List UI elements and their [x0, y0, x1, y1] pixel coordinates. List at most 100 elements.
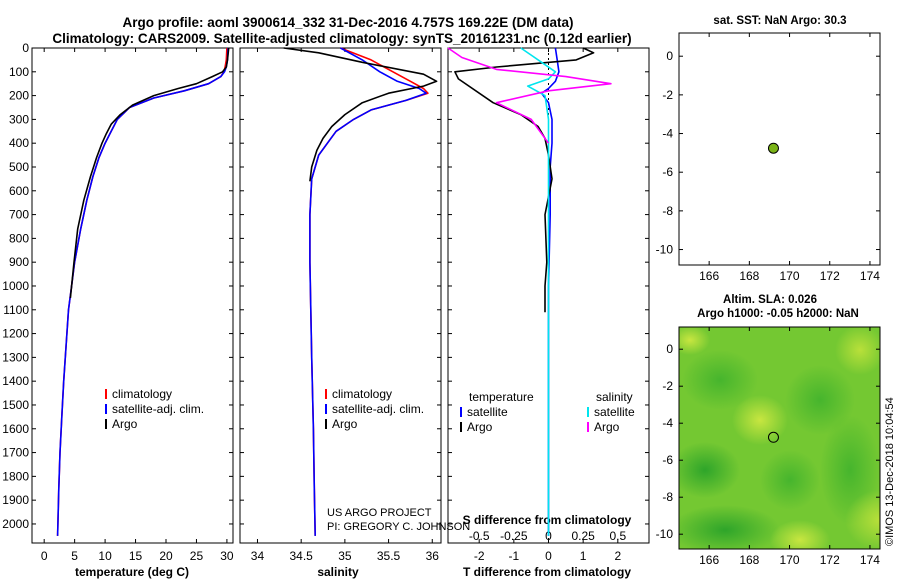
salinity-axis-label: salinity — [317, 565, 359, 579]
series-line-argo — [69, 47, 230, 298]
depth-tick-label: 2000 — [2, 517, 29, 531]
series-line-argo — [283, 47, 438, 182]
legend-label: Argo — [467, 420, 493, 434]
map-x-tick-label: 174 — [860, 269, 880, 283]
s-diff-tick-label: -0.5 — [469, 529, 490, 543]
sla-title: Altim. SLA: 0.026 — [723, 294, 817, 306]
x-tick-label: 35.5 — [377, 549, 401, 563]
map-x-tick-label: 170 — [780, 553, 800, 567]
s-diff-tick-label: -0.25 — [500, 529, 528, 543]
salinity-panel — [239, 47, 442, 544]
depth-tick-label: 1200 — [2, 327, 29, 341]
depth-tick-label: 200 — [9, 89, 29, 103]
x-tick-label: 30 — [220, 549, 234, 563]
series-line-satellite-adj-clim- — [309, 47, 427, 536]
sla-map-panel — [678, 326, 881, 550]
map-y-tick-label: -8 — [662, 204, 673, 218]
depth-tick-label: 600 — [9, 184, 29, 198]
depth-tick-label: 1400 — [2, 374, 29, 388]
map-y-tick-label: -6 — [662, 453, 673, 467]
map-y-tick-label: -6 — [662, 165, 673, 179]
map-y-tick-label: -2 — [662, 379, 673, 393]
s-diff-tick-label: 0.25 — [571, 529, 595, 543]
t-difference-axis-label: T difference from climatology — [463, 565, 631, 579]
depth-tick-label: 100 — [9, 65, 29, 79]
map-y-tick-label: -2 — [662, 88, 673, 102]
depth-tick-label: 1100 — [3, 303, 29, 317]
map-y-tick-label: -10 — [656, 527, 674, 541]
legend-label: satellite-adj. clim. — [332, 402, 424, 416]
x-tick-label: 0 — [545, 549, 552, 563]
depth-tick-label: 800 — [9, 231, 29, 245]
depth-tick-label: 1900 — [2, 493, 29, 507]
map-x-tick-label: 168 — [739, 553, 759, 567]
legend-label: climatology — [112, 387, 172, 401]
depth-tick-label: 700 — [9, 208, 29, 222]
temperature-panel — [31, 47, 234, 544]
pi-credit: PI: GREGORY C. JOHNSON — [327, 521, 470, 533]
depth-tick-label: 0 — [22, 41, 29, 55]
x-tick-label: 25 — [190, 549, 204, 563]
x-tick-label: -2 — [474, 549, 485, 563]
depth-tick-label: 1600 — [2, 422, 29, 436]
x-tick-label: 34 — [251, 549, 265, 563]
map-x-tick-label: 172 — [820, 553, 840, 567]
project-credit: US ARGO PROJECT — [327, 507, 432, 519]
chart-marks: 0100200300400500600700800900100011001200… — [2, 33, 880, 567]
depth-tick-label: 300 — [9, 112, 29, 126]
map-x-tick-label: 174 — [860, 553, 880, 567]
map-y-tick-label: 0 — [666, 342, 673, 356]
depth-tick-label: 1300 — [2, 350, 29, 364]
temperature-axis-label: temperature (deg C) — [75, 565, 189, 579]
depth-tick-label: 1800 — [2, 469, 29, 483]
sst-map-panel — [678, 32, 881, 266]
map-x-tick-label: 166 — [699, 553, 719, 567]
x-tick-label: 10 — [98, 549, 112, 563]
s-diff-tick-label: 0.5 — [609, 529, 626, 543]
legend-label: Argo — [112, 417, 138, 431]
legend-label: climatology — [332, 387, 392, 401]
depth-tick-label: 400 — [9, 136, 29, 150]
map-y-tick-label: -8 — [662, 490, 673, 504]
x-tick-label: -1 — [509, 549, 520, 563]
sst-title: sat. SST: NaN Argo: 30.3 — [713, 15, 846, 27]
legend-title: temperature — [469, 390, 534, 404]
sla-heatmap — [679, 327, 880, 549]
legend-label: Argo — [594, 420, 620, 434]
legend-label: Argo — [332, 417, 358, 431]
legend-label: satellite — [467, 405, 508, 419]
map-y-tick-label: 0 — [666, 49, 673, 63]
x-tick-label: 2 — [614, 549, 621, 563]
s-difference-axis-label: S difference from climatology — [463, 513, 632, 527]
x-tick-label: 5 — [71, 549, 78, 563]
series-line-s-argo — [447, 47, 612, 144]
sla-subtitle: Argo h1000: -0.05 h2000: NaN — [697, 308, 859, 320]
x-tick-label: 0 — [41, 549, 48, 563]
depth-tick-label: 1500 — [2, 398, 29, 412]
legend-label: satellite-adj. clim. — [112, 402, 204, 416]
x-tick-label: 35 — [338, 549, 352, 563]
map-y-tick-label: -4 — [662, 416, 673, 430]
x-tick-label: 1 — [580, 549, 587, 563]
s-diff-tick-label: 0 — [545, 529, 552, 543]
argo-position-marker — [767, 142, 779, 154]
legend-label: satellite — [594, 405, 635, 419]
map-x-tick-label: 168 — [739, 269, 759, 283]
series-line-s-satellite — [520, 47, 557, 536]
x-tick-label: 34.5 — [289, 549, 313, 563]
title-line-2: Climatology: CARS2009. Satellite-adjuste… — [52, 31, 631, 46]
imos-timestamp: ©IMOS 13-Dec-2018 10:04:54 — [884, 397, 896, 546]
series-line-satellite-adj-clim- — [56, 47, 229, 536]
map-y-tick-label: -4 — [662, 127, 673, 141]
map-x-tick-label: 170 — [780, 269, 800, 283]
depth-tick-label: 1000 — [2, 279, 29, 293]
depth-tick-label: 900 — [9, 255, 29, 269]
legend-title: salinity — [596, 390, 633, 404]
depth-tick-label: 500 — [9, 160, 29, 174]
map-y-tick-label: -10 — [656, 243, 674, 257]
x-tick-label: 20 — [159, 549, 173, 563]
map-x-tick-label: 166 — [699, 269, 719, 283]
title-line-1: Argo profile: aoml 3900614_332 31-Dec-20… — [123, 15, 574, 30]
series-line-t-argo — [454, 47, 595, 313]
